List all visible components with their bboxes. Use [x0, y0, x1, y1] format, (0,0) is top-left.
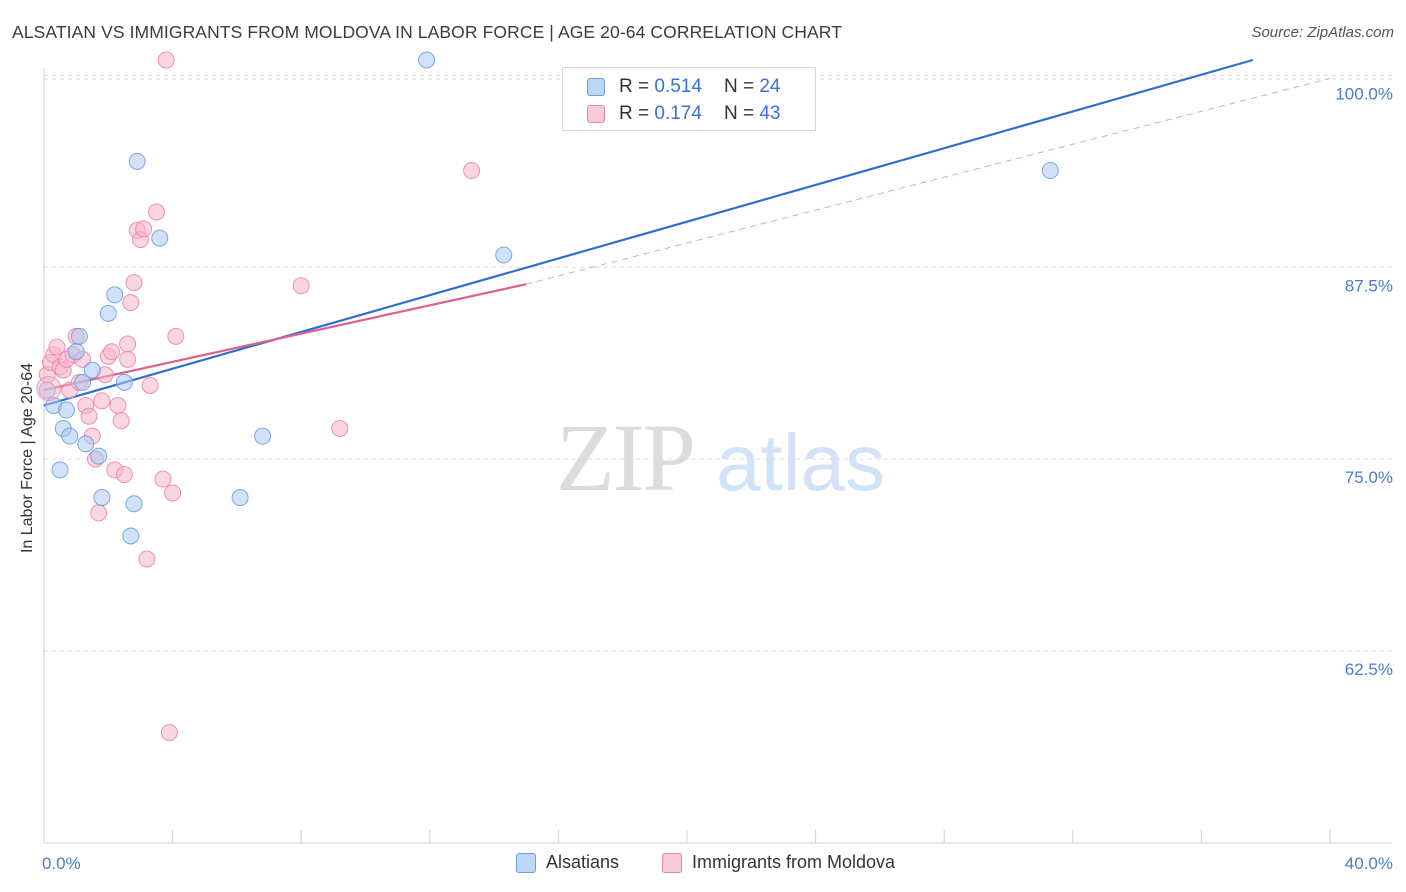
moldova-point — [167, 327, 185, 345]
trend-line-moldova — [43, 283, 527, 392]
moldova-point — [138, 550, 156, 568]
trend-lines — [43, 58, 1331, 407]
alsatian-point — [99, 304, 117, 322]
tick-labels: 100.0% 87.5% 75.0% 62.5% 0.0% 40.0% — [42, 84, 1393, 873]
legend-swatch-pink — [587, 105, 605, 123]
alsatian-point — [90, 447, 108, 465]
moldova-point — [135, 220, 153, 238]
moldova-point — [115, 466, 133, 484]
trend-line-alsatians — [43, 58, 1254, 407]
moldova-point — [122, 294, 140, 312]
alsatian-point — [151, 229, 169, 247]
legend-swatch-alsatians — [516, 852, 536, 873]
alsatian-point — [51, 461, 69, 479]
watermark: ZIP atlas — [556, 404, 885, 511]
y-tick-label: 87.5% — [1345, 276, 1393, 295]
gridlines — [44, 74, 1392, 652]
alsatian-point — [58, 401, 76, 419]
alsatian-point — [93, 489, 111, 507]
moldova-point — [80, 407, 98, 425]
moldova-point — [93, 392, 111, 410]
chart-title: ALSATIAN VS IMMIGRANTS FROM MOLDOVA IN L… — [12, 22, 843, 42]
alsatian-point — [231, 489, 249, 507]
data-points — [36, 51, 1059, 741]
moldova-point — [125, 274, 143, 292]
moldova-point — [119, 350, 137, 368]
legend-item-moldova[interactable]: Immigrants from Moldova — [662, 852, 895, 873]
alsatian-point — [1041, 162, 1059, 180]
moldova-point — [112, 412, 130, 430]
moldova-point — [148, 203, 166, 221]
legend-swatch-blue — [587, 78, 605, 96]
legend-r-label: R = — [619, 103, 650, 124]
moldova-point — [119, 335, 137, 353]
y-tick-label: 100.0% — [1335, 84, 1393, 103]
legend-swatch-moldova — [662, 852, 682, 873]
alsatian-point — [67, 343, 85, 361]
moldova-point — [103, 343, 121, 361]
legend-r-label: R = — [619, 76, 650, 97]
source-label: Source: ZipAtlas.com — [1251, 24, 1394, 41]
moldova-point — [109, 396, 127, 414]
legend-n-label: N = — [723, 76, 755, 97]
moldova-point — [292, 277, 310, 295]
moldova-point — [331, 419, 349, 437]
moldova-point — [154, 470, 172, 488]
moldova-point — [164, 484, 182, 502]
legend-item-alsatians[interactable]: Alsatians — [516, 852, 619, 873]
moldova-point-large — [36, 376, 62, 402]
moldova-point — [463, 162, 481, 180]
legend-n-value: 24 — [759, 76, 781, 97]
alsatian-point — [74, 373, 92, 391]
y-tick-label: 62.5% — [1345, 660, 1393, 679]
alsatian-point — [122, 527, 140, 545]
alsatian-point — [83, 361, 101, 379]
alsatian-point — [115, 373, 133, 391]
x-tick-label: 0.0% — [42, 854, 81, 873]
axes — [43, 68, 1392, 844]
legend-row-moldova: R = 0.174 N = 43 — [587, 101, 780, 127]
legend-n-label: N = — [723, 103, 755, 124]
alsatian-point — [106, 286, 124, 304]
legend-label-moldova: Immigrants from Moldova — [692, 852, 896, 872]
series-legend: Alsatians Immigrants from Moldova — [0, 852, 1406, 878]
legend-label-alsatians: Alsatians — [546, 852, 620, 872]
alsatian-point — [128, 152, 146, 170]
alsatian-point — [77, 435, 95, 453]
moldova-point — [48, 338, 66, 356]
moldova-point — [157, 51, 175, 69]
y-tick-label: 75.0% — [1345, 468, 1393, 487]
watermark-atlas: atlas — [716, 418, 885, 507]
alsatian-point — [418, 51, 436, 69]
legend-r-value: 0.174 — [654, 103, 702, 124]
legend-n-value: 43 — [759, 103, 781, 124]
moldova-point — [160, 723, 178, 741]
legend-row-alsatians: R = 0.514 N = 24 — [587, 74, 780, 100]
alsatian-point — [61, 427, 79, 445]
moldova-point — [90, 504, 108, 522]
alsatian-point — [125, 495, 143, 513]
alsatian-point — [254, 427, 272, 445]
alsatian-point — [495, 246, 513, 264]
legend-r-value: 0.514 — [654, 76, 702, 97]
stats-legend: R = 0.514 N = 24 R = 0.174 N = 43 — [562, 67, 816, 131]
watermark-zip: ZIP — [556, 404, 694, 511]
alsatian-point — [70, 327, 88, 345]
x-tick-label: 40.0% — [1345, 854, 1393, 873]
moldova-point — [141, 376, 159, 394]
